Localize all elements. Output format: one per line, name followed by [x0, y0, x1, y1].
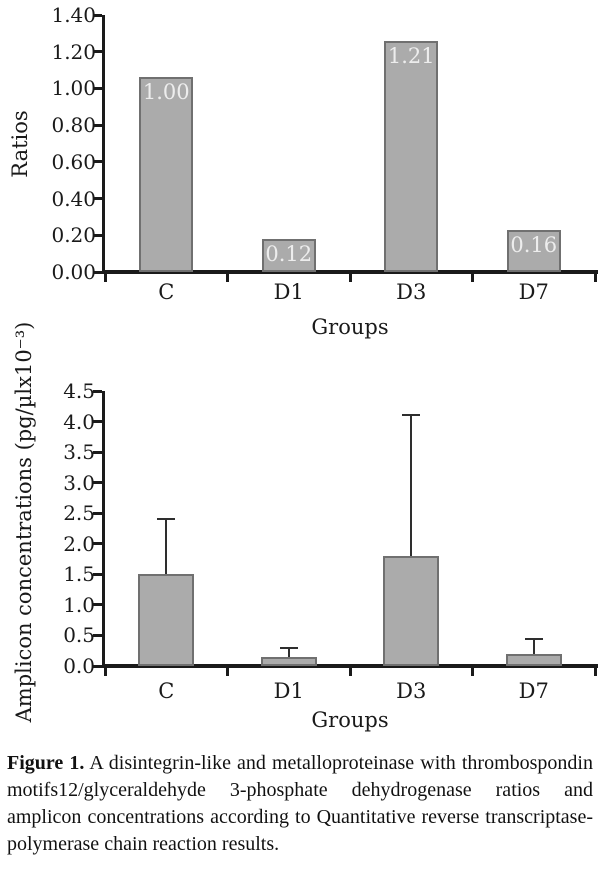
y-tick [93, 197, 102, 201]
error-bar-cap [279, 646, 298, 649]
y-tick-label: 0.20 [51, 223, 96, 248]
x-axis-line [102, 664, 598, 668]
x-axis-line [102, 270, 598, 274]
y-tick-label: 1.0 [63, 592, 95, 617]
x-axis-title: Groups [311, 315, 389, 339]
bar [383, 556, 440, 666]
x-tick [226, 274, 229, 282]
bar [384, 40, 439, 272]
bar-value-label: 1.21 [387, 43, 435, 68]
x-tick [103, 274, 107, 282]
y-tick-label: 0.80 [51, 113, 96, 138]
y-tick [93, 389, 102, 393]
y-tick-label: 1.5 [63, 562, 95, 587]
bar [506, 229, 561, 272]
y-tick-label: 4.5 [63, 379, 95, 403]
y-axis-line [102, 391, 105, 666]
x-tick [226, 668, 229, 676]
x-tick-label: D3 [396, 280, 427, 304]
y-tick [93, 664, 102, 668]
y-tick-label: 3.0 [63, 470, 95, 495]
figure-caption: Figure 1. A disintegrin-like and metallo… [7, 750, 593, 858]
y-tick [93, 450, 102, 454]
bar [138, 574, 195, 666]
x-tick-label: D1 [273, 280, 304, 304]
x-tick-label: C [158, 280, 175, 304]
error-bar-line [287, 647, 290, 657]
error-bar-cap [524, 637, 543, 640]
x-axis-title: Groups [311, 708, 389, 732]
bar [505, 653, 562, 666]
x-tick [593, 274, 597, 282]
y-tick [93, 511, 102, 515]
y-tick [93, 270, 102, 274]
bar-value-label: 0.12 [265, 241, 313, 266]
y-tick [93, 123, 102, 127]
y-tick-label: 4.0 [63, 409, 95, 434]
error-bar-line [165, 519, 168, 575]
bar [139, 77, 194, 272]
y-tick-label: 2.0 [63, 531, 95, 556]
x-tick [471, 274, 474, 282]
x-tick [348, 274, 352, 282]
bar [261, 238, 316, 272]
x-tick [471, 668, 474, 676]
bar-value-label: 0.16 [510, 232, 558, 257]
x-tick [348, 668, 352, 676]
y-tick [93, 542, 102, 546]
y-tick-label: 2.5 [63, 501, 95, 526]
error-bar-cap [157, 518, 176, 521]
y-tick [93, 420, 102, 424]
y-tick-label: 0.5 [63, 623, 95, 648]
error-bar-line [410, 415, 413, 556]
bar-value-label: 1.00 [142, 80, 190, 105]
y-tick-label: 1.00 [51, 76, 96, 101]
x-tick-label: D3 [396, 679, 427, 703]
x-tick-label: D7 [518, 280, 549, 304]
y-tick [93, 603, 102, 607]
y-tick-label: 0.0 [63, 654, 95, 678]
error-bar-cap [402, 414, 421, 417]
y-tick [93, 233, 102, 237]
x-tick [593, 668, 597, 676]
y-tick [93, 633, 102, 637]
y-tick [93, 50, 102, 54]
y-tick [93, 572, 102, 576]
figure-caption-text: A disintegrin-like and metalloproteinase… [7, 752, 593, 855]
y-tick-label: 0.60 [51, 149, 96, 174]
y-tick-label: 1.20 [51, 39, 96, 64]
y-tick [93, 86, 102, 90]
y-tick-label: 0.40 [51, 186, 96, 211]
bar [260, 656, 317, 666]
y-axis-line [102, 15, 105, 272]
x-tick-label: D1 [273, 679, 304, 703]
figure-caption-number: Figure 1. [7, 752, 85, 774]
error-bar-line [532, 638, 535, 654]
y-tick-label: 3.5 [63, 440, 95, 465]
y-tick [93, 160, 102, 164]
y-tick [93, 481, 102, 485]
x-tick-label: C [158, 679, 175, 703]
x-tick-label: D7 [518, 679, 549, 703]
x-tick [103, 668, 107, 676]
y-tick-label: 0.00 [51, 260, 96, 284]
y-axis-title: Amplicon concentrations (pg/µlx10⁻³) [12, 321, 36, 723]
y-tick-label: 1.40 [51, 3, 96, 27]
y-tick [93, 13, 102, 17]
